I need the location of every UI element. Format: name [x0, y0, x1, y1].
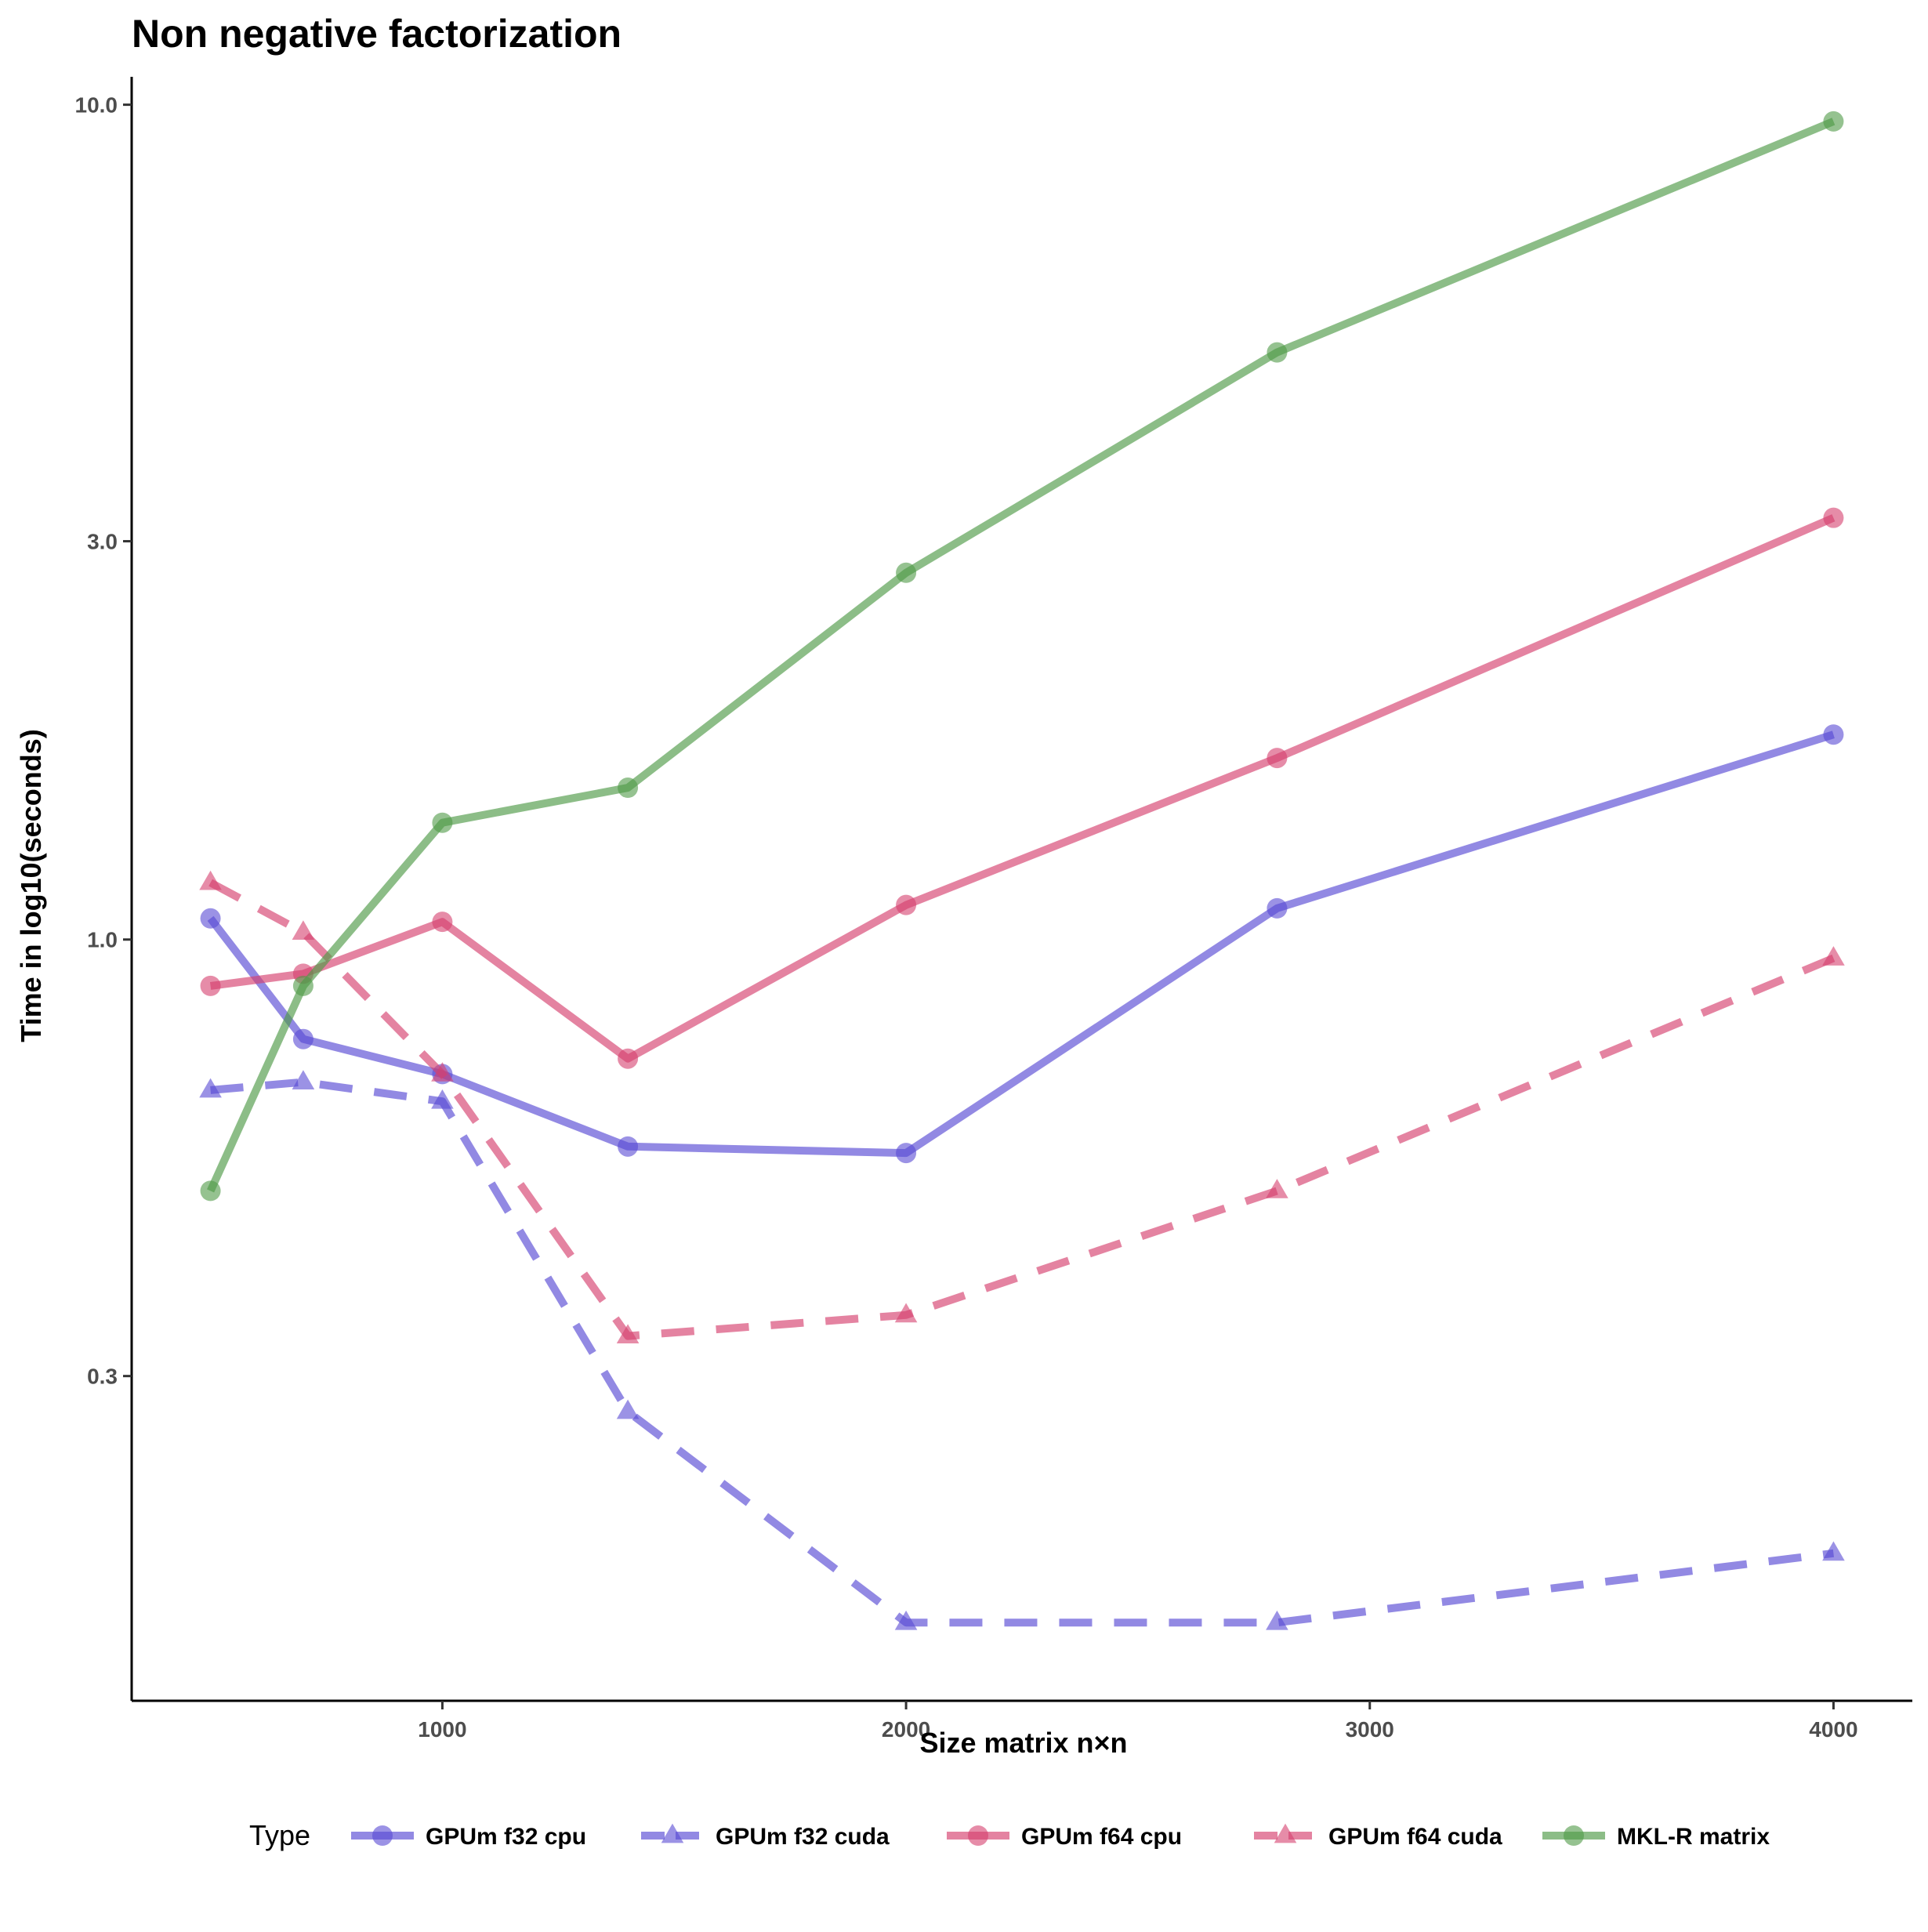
- data-point: [894, 1303, 918, 1323]
- series-gpum-f32-cuda: [199, 1070, 1845, 1630]
- legend-circle-icon: [372, 1825, 393, 1846]
- data-point: [1266, 1610, 1288, 1630]
- data-point: [616, 1324, 640, 1344]
- data-point: [292, 1070, 315, 1089]
- series-gpum-f64-cuda: [199, 870, 1845, 1344]
- legend-item-gpum-f32-cpu: GPUm f32 cpu: [351, 1824, 586, 1850]
- legend-label: MKL-R matrix: [1617, 1824, 1770, 1850]
- legend-item-gpum-f32-cuda: GPUm f32 cuda: [641, 1823, 890, 1850]
- legend-label: GPUm f64 cuda: [1328, 1824, 1502, 1850]
- data-point: [200, 975, 221, 996]
- y-tick-label: 1.0: [87, 928, 118, 952]
- data-point: [896, 562, 917, 583]
- y-tick-label: 0.3: [87, 1365, 118, 1389]
- x-tick-label: 2000: [882, 1717, 930, 1742]
- data-point: [200, 1180, 221, 1202]
- x-tick-label: 3000: [1346, 1717, 1394, 1742]
- data-point: [616, 1399, 640, 1419]
- y-tick-label: 10.0: [75, 93, 118, 118]
- data-point: [896, 1143, 917, 1164]
- data-point: [1822, 946, 1845, 966]
- data-point: [292, 920, 315, 940]
- data-point: [1266, 1179, 1288, 1198]
- x-tick-label: 4000: [1809, 1717, 1857, 1742]
- data-point: [432, 912, 453, 933]
- data-point: [432, 812, 453, 833]
- axes: 1000 2000 3000 4000 0.3 1.0 3.0 10.0: [75, 77, 1912, 1742]
- legend-items: GPUm f32 cpu GPUm f32 cuda GPUm f64 cpu GPU…: [351, 1823, 1770, 1850]
- data-point: [1823, 724, 1844, 745]
- legend-label: GPUm f64 cpu: [1021, 1824, 1182, 1850]
- data-point: [1823, 111, 1844, 132]
- series-gpum-f64-cpu: [200, 507, 1844, 1069]
- data-point: [292, 1028, 313, 1049]
- legend-item-mkl-r-matrix: MKL-R matrix: [1542, 1824, 1770, 1850]
- legend-item-gpum-f64-cuda: GPUm f64 cuda: [1254, 1823, 1502, 1850]
- data-point: [1267, 897, 1288, 919]
- data-point: [618, 778, 639, 799]
- series-mkl-r-matrix: [200, 111, 1844, 1202]
- legend-title: Type: [249, 1819, 310, 1851]
- legend-circle-icon: [968, 1825, 988, 1846]
- data-point: [1823, 507, 1844, 528]
- legend-triangle-icon: [1274, 1823, 1297, 1843]
- data-point: [1267, 342, 1288, 363]
- data-point: [199, 870, 222, 890]
- data-point: [431, 1089, 454, 1109]
- legend-label: GPUm f32 cpu: [426, 1824, 586, 1850]
- data-point: [199, 1078, 222, 1098]
- plot-area: [199, 111, 1845, 1630]
- legend-item-gpum-f64-cpu: GPUm f64 cpu: [947, 1824, 1182, 1850]
- data-point: [1822, 1541, 1845, 1561]
- x-tick-label: 1000: [418, 1717, 466, 1742]
- y-axis-title: Time in log10(seconds): [15, 729, 47, 1042]
- data-point: [896, 894, 917, 915]
- data-point: [200, 908, 221, 929]
- legend-circle-icon: [1564, 1825, 1584, 1846]
- data-point: [618, 1136, 639, 1157]
- data-point: [618, 1048, 639, 1069]
- legend: Type GPUm f32 cpu GPUm f32 cuda GPUm f64 c…: [249, 1819, 1770, 1851]
- data-point: [431, 1062, 454, 1082]
- data-point: [1267, 748, 1288, 769]
- chart-title: Non negative factorization: [132, 12, 622, 56]
- x-axis-title: Size matrix n×n: [919, 1727, 1127, 1759]
- legend-label: GPUm f32 cuda: [716, 1824, 890, 1850]
- legend-triangle-icon: [661, 1823, 684, 1843]
- data-point: [894, 1610, 918, 1630]
- data-point: [292, 975, 313, 996]
- y-tick-label: 3.0: [87, 530, 118, 554]
